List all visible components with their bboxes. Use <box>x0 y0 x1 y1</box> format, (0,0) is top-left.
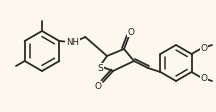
Text: O: O <box>127 28 135 37</box>
Text: O: O <box>200 74 208 83</box>
Text: O: O <box>200 44 208 53</box>
Text: S: S <box>97 64 103 73</box>
Text: O: O <box>95 82 102 91</box>
Text: NH: NH <box>66 38 79 47</box>
